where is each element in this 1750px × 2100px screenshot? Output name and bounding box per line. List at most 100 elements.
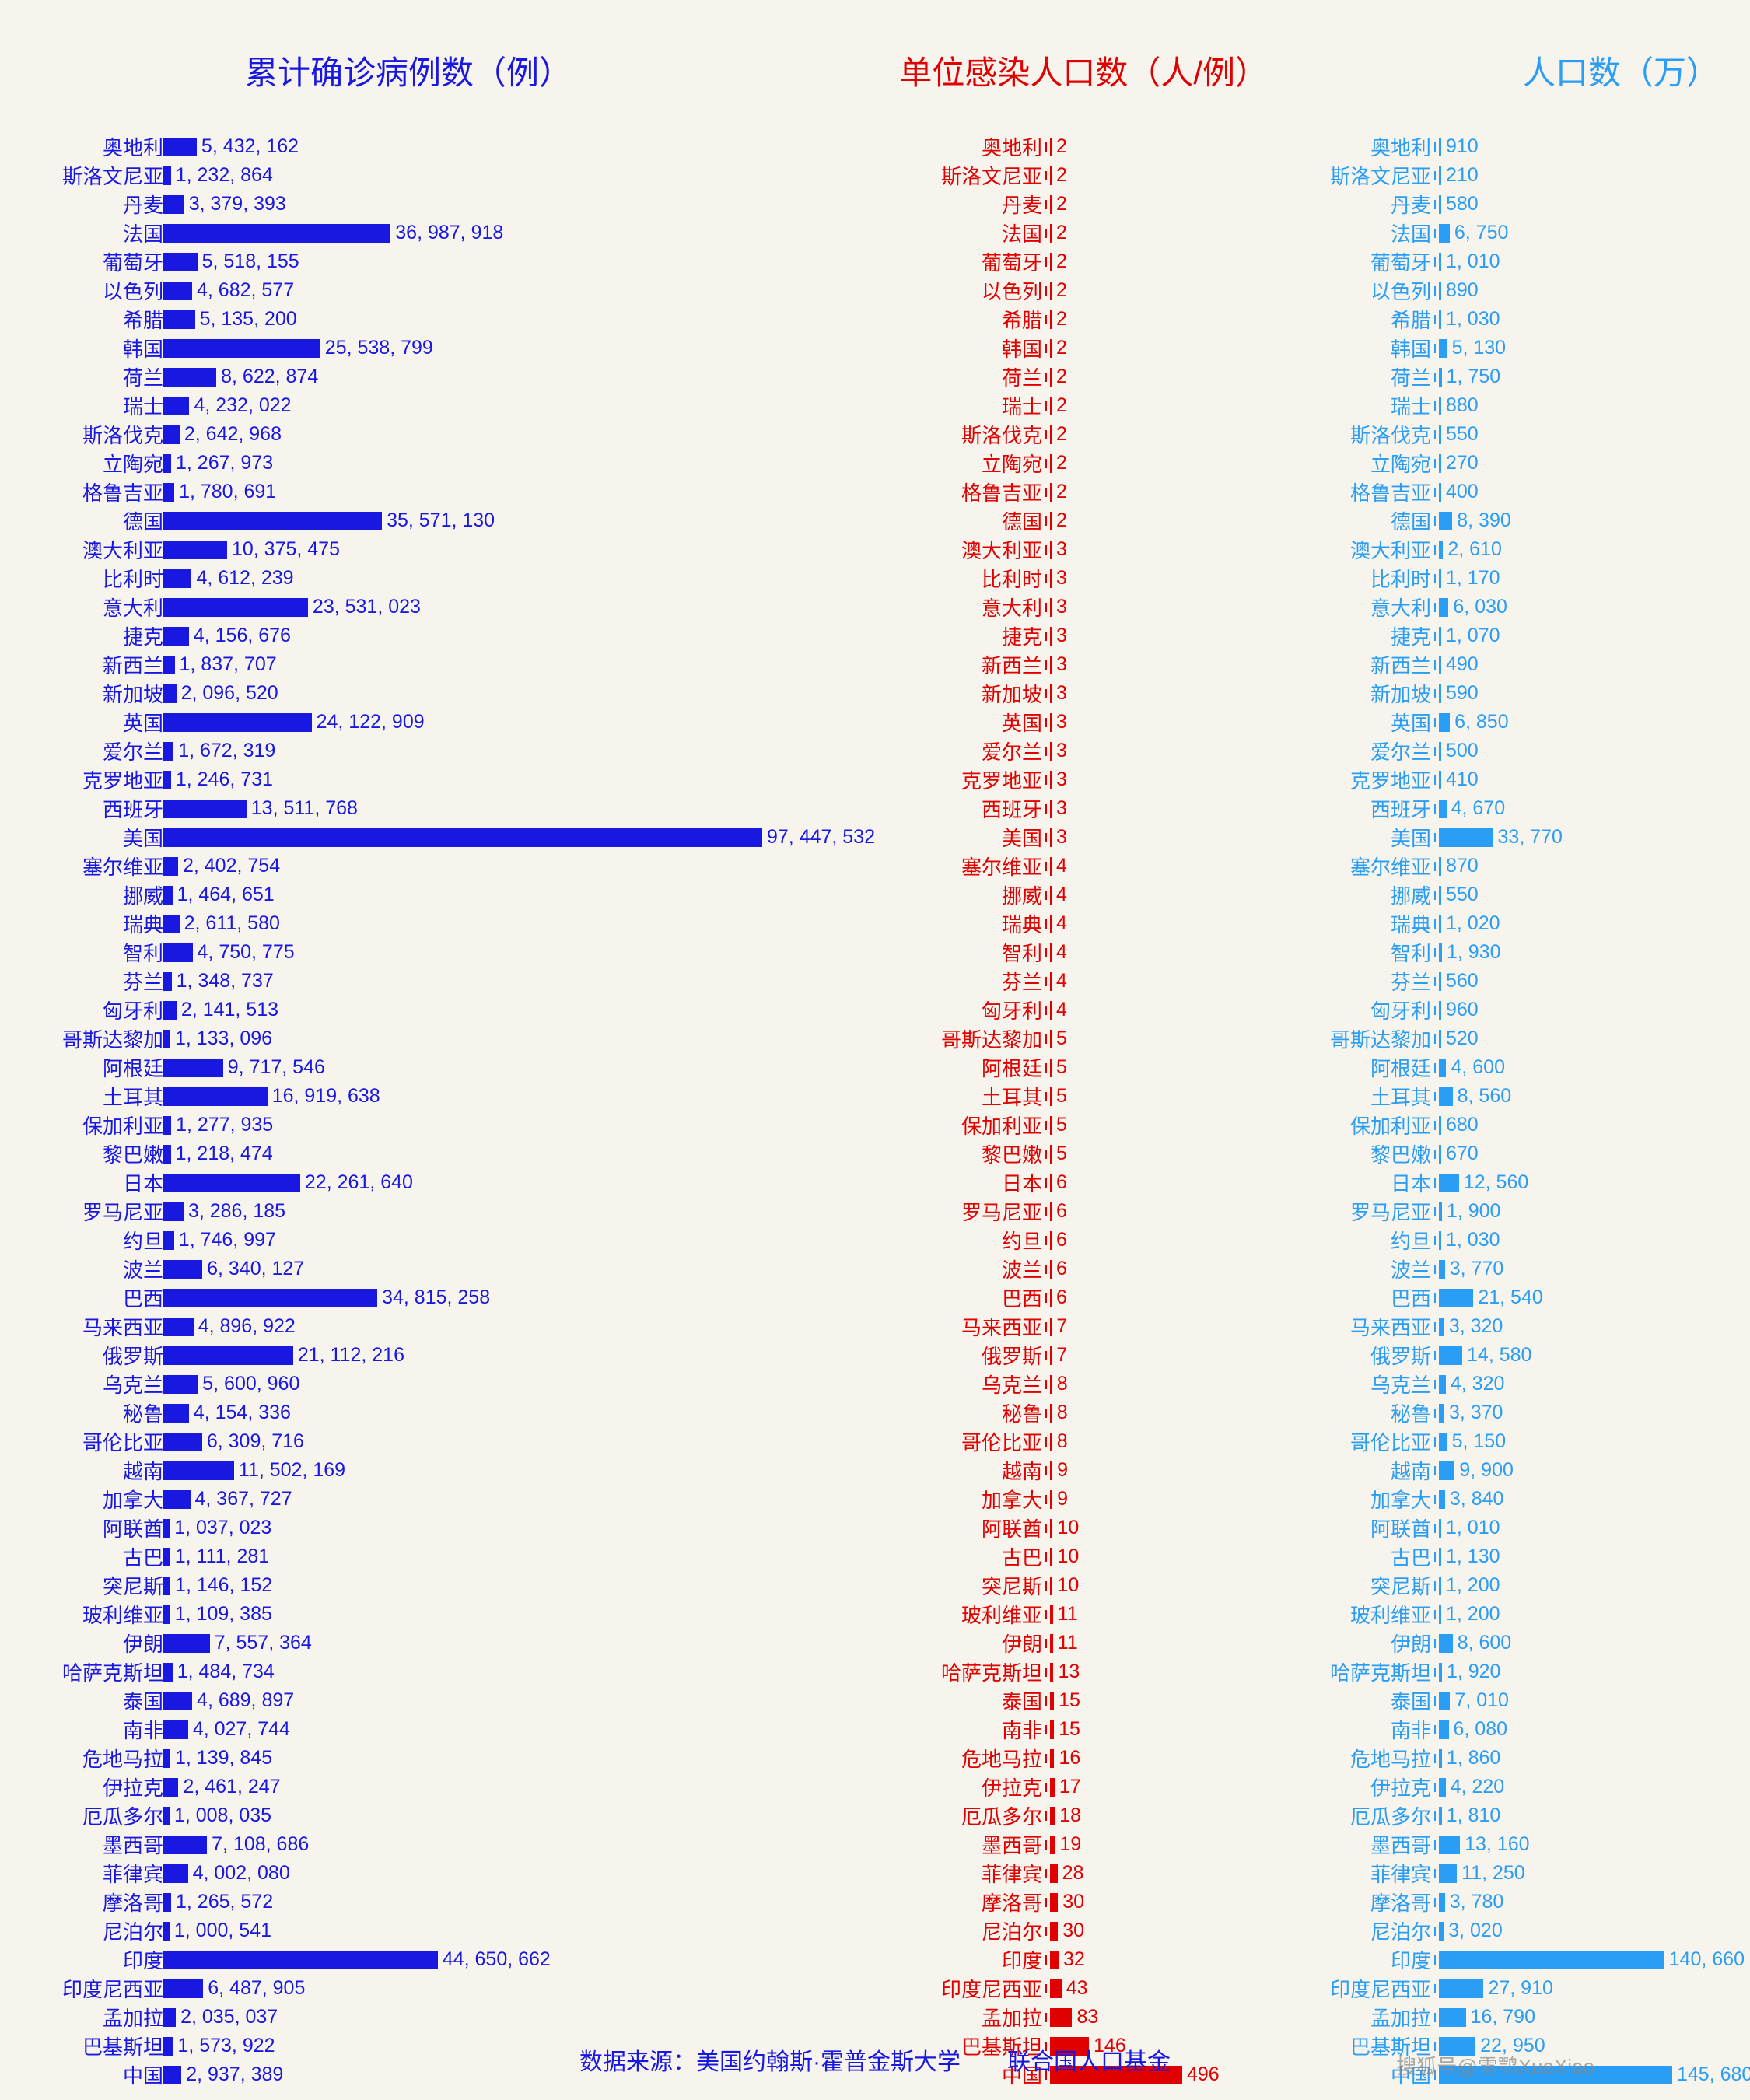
per-bar (1050, 742, 1052, 761)
per-value: 2 (1056, 481, 1067, 503)
data-row: 葡萄牙5, 518, 155葡萄牙2葡萄牙1, 010 (0, 247, 1750, 276)
country-label-per: 伊拉克 (801, 1773, 1042, 1801)
pop-value: 3, 370 (1449, 1402, 1503, 1424)
per-bar (1050, 483, 1052, 502)
pop-bar (1439, 138, 1441, 156)
per-value: 2 (1056, 366, 1067, 388)
pop-value: 580 (1446, 193, 1479, 215)
pop-value: 960 (1446, 999, 1479, 1021)
per-bar-cell: 2 (1050, 222, 1229, 244)
country-label-pop: 斯洛伐克 (1229, 420, 1431, 449)
per-bar (1050, 1836, 1055, 1854)
cases-bar-cell: 34, 815, 258 (163, 1286, 801, 1309)
cases-value: 1, 780, 691 (179, 481, 276, 503)
country-label-pop: 斯洛文尼亚 (1229, 161, 1431, 190)
cases-bar (163, 1519, 170, 1538)
per-bar (1050, 1807, 1055, 1825)
cases-value: 1, 265, 572 (176, 1891, 273, 1913)
pop-bar (1439, 1922, 1444, 1941)
country-label-pop: 美国 (1229, 823, 1431, 852)
per-bar (1050, 1087, 1052, 1106)
pop-bar-cell: 890 (1439, 279, 1734, 302)
cases-bar (163, 1174, 300, 1192)
country-label-pop: 土耳其 (1229, 1082, 1431, 1111)
country-label-per: 俄罗斯 (801, 1341, 1042, 1370)
pop-value: 4, 320 (1451, 1373, 1505, 1395)
country-label-per: 古巴 (801, 1542, 1042, 1571)
per-value: 32 (1063, 1948, 1085, 1971)
pop-bar-cell: 4, 220 (1439, 1776, 1734, 1798)
pop-bar (1439, 339, 1447, 358)
country-label-per: 阿根廷 (801, 1053, 1042, 1082)
cases-bar-cell: 4, 002, 080 (163, 1862, 801, 1885)
country-label-per: 塞尔维亚 (801, 852, 1042, 880)
pop-bar-cell: 550 (1439, 423, 1734, 446)
country-label-per: 土耳其 (801, 1082, 1042, 1111)
country-label-per: 挪威 (801, 880, 1042, 909)
per-bar-cell: 83 (1050, 2006, 1229, 2028)
country-label-per: 捷克 (801, 621, 1042, 650)
pop-bar-cell: 7, 010 (1439, 1689, 1734, 1712)
country-label-per: 越南 (801, 1456, 1042, 1485)
cases-bar-cell: 23, 531, 023 (163, 596, 801, 618)
pop-bar-cell: 560 (1439, 970, 1734, 992)
country-label-cases: 印度 (0, 1945, 163, 1974)
country-label-per: 摩洛哥 (801, 1888, 1042, 1916)
cases-value: 21, 112, 216 (298, 1344, 404, 1367)
pop-bar (1439, 166, 1441, 185)
per-bar (1050, 1577, 1052, 1595)
pop-bar (1439, 1490, 1445, 1509)
cases-value: 2, 642, 968 (184, 423, 282, 446)
pop-value: 1, 010 (1446, 250, 1500, 273)
per-bar-cell: 2 (1050, 509, 1229, 532)
per-value: 13 (1058, 1661, 1080, 1683)
per-bar (1050, 1145, 1052, 1164)
country-label-pop: 捷克 (1229, 621, 1431, 650)
country-label-pop: 泰国 (1229, 1686, 1431, 1715)
country-label-pop: 比利时 (1229, 564, 1431, 593)
pop-bar-cell: 8, 600 (1439, 1632, 1734, 1654)
pop-bar (1439, 425, 1441, 444)
pop-bar-cell: 1, 810 (1439, 1804, 1734, 1827)
country-label-pop: 韩国 (1229, 334, 1431, 362)
per-bar-cell: 8 (1050, 1373, 1229, 1395)
cases-value: 6, 487, 905 (208, 1977, 305, 2000)
cases-value: 4, 156, 676 (194, 625, 291, 647)
country-label-cases: 新西兰 (0, 650, 163, 679)
cases-bar-cell: 3, 286, 185 (163, 1200, 801, 1223)
pop-value: 21, 540 (1478, 1286, 1542, 1309)
per-value: 4 (1056, 970, 1067, 992)
per-bar (1050, 1951, 1059, 1969)
per-value: 3 (1056, 768, 1067, 791)
cases-bar-cell: 1, 111, 281 (163, 1545, 801, 1568)
country-label-cases: 以色列 (0, 276, 163, 305)
pop-bar-cell: 500 (1439, 740, 1734, 762)
cases-value: 2, 035, 037 (180, 2006, 278, 2028)
country-label-cases: 马来西亚 (0, 1312, 163, 1341)
cases-value: 2, 141, 513 (181, 999, 278, 1021)
country-label-pop: 克罗地亚 (1229, 765, 1431, 794)
country-label-pop: 日本 (1229, 1168, 1431, 1197)
pop-bar (1439, 627, 1441, 646)
cases-bar (163, 138, 197, 156)
cases-bar-cell: 1, 277, 935 (163, 1114, 801, 1136)
cases-bar-cell: 2, 141, 513 (163, 999, 801, 1021)
pop-value: 1, 030 (1446, 1229, 1500, 1251)
data-row: 约旦1, 746, 997约旦6约旦1, 030 (0, 1226, 1750, 1255)
cases-bar-cell: 1, 746, 997 (163, 1229, 801, 1251)
title-cases: 累计确诊病例数（例） (0, 47, 817, 94)
pop-value: 680 (1446, 1114, 1479, 1136)
pop-bar-cell: 3, 020 (1439, 1920, 1734, 1942)
cases-bar-cell: 1, 218, 474 (163, 1143, 801, 1165)
country-label-per: 厄瓜多尔 (801, 1801, 1042, 1830)
country-label-cases: 摩洛哥 (0, 1888, 163, 1916)
per-bar (1050, 1174, 1052, 1192)
country-label-per: 立陶宛 (801, 449, 1042, 478)
per-bar (1050, 224, 1052, 243)
cases-bar (163, 742, 173, 761)
data-row: 越南11, 502, 169越南9越南9, 900 (0, 1456, 1750, 1485)
pop-bar (1439, 598, 1448, 617)
pop-value: 1, 130 (1446, 1545, 1500, 1568)
pop-bar (1439, 1864, 1457, 1883)
pop-bar-cell: 1, 070 (1439, 625, 1734, 647)
